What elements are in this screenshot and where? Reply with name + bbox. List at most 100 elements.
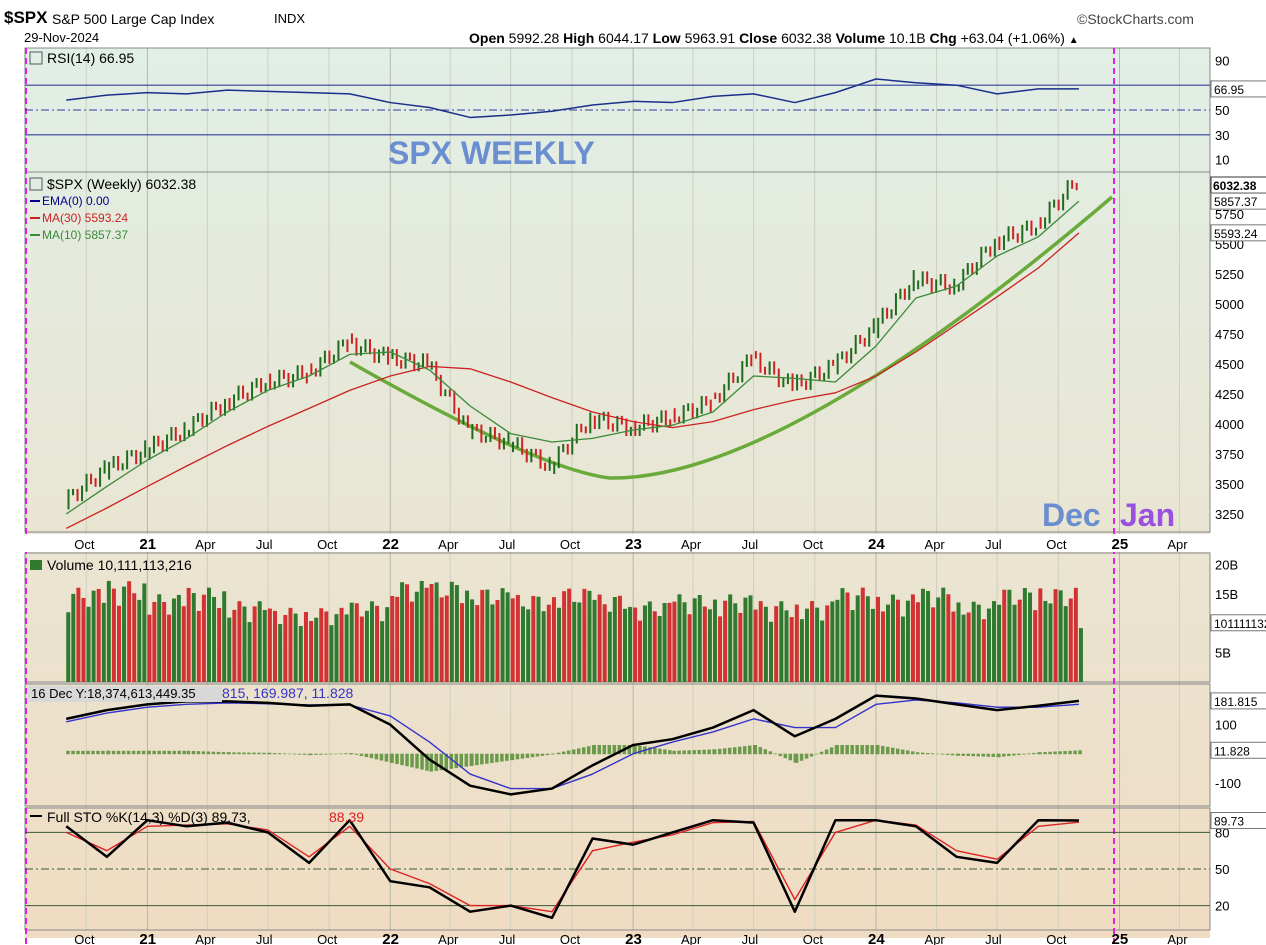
macd-histogram-bar	[186, 750, 191, 755]
volume-bar	[1022, 588, 1027, 682]
volume-bar	[763, 606, 768, 682]
volume-bar	[936, 597, 941, 682]
exchange: INDX	[274, 11, 306, 26]
volume-bar	[293, 613, 298, 682]
price-legend-icon	[29, 177, 43, 191]
stoch-value-label: 89.73	[1214, 815, 1244, 829]
volume-bar	[395, 596, 400, 682]
volume-bar	[147, 614, 152, 682]
volume-bar	[1043, 600, 1048, 682]
macd-histogram-bar	[1058, 751, 1062, 755]
x-axis-label: Oct	[317, 537, 338, 552]
macd-histogram-bar	[732, 747, 737, 755]
macd-histogram-bar	[814, 753, 819, 755]
volume-bar	[273, 610, 278, 682]
x-axis-label: Jul	[256, 537, 273, 552]
volume-bar	[247, 622, 252, 682]
macd-legend-tail: 815, 169.987, 11.828	[222, 685, 354, 701]
macd-histogram-bar	[1063, 751, 1067, 755]
ma30-line	[65, 232, 1080, 529]
volume-bar	[232, 609, 237, 682]
volume-bar	[86, 606, 91, 682]
rsi-tick-label: 90	[1215, 53, 1229, 68]
symbol: $SPX	[4, 8, 48, 27]
macd-histogram-bar	[895, 748, 900, 755]
macd-histogram-bar	[116, 750, 121, 755]
macd-histogram-bar	[267, 752, 272, 755]
x-axis-label: 23	[625, 536, 642, 553]
volume-bar	[1017, 599, 1022, 682]
volume-bar	[480, 589, 485, 682]
macd-histogram-bar	[935, 753, 940, 755]
macd-histogram-bar	[824, 749, 829, 755]
volume-bar	[1033, 610, 1038, 682]
panel-frame-volume	[24, 552, 1211, 683]
plot-background	[25, 48, 1210, 938]
macd-histogram-bar	[747, 745, 752, 755]
volume-bar	[212, 596, 217, 682]
volume-bar	[915, 602, 920, 682]
macd-histogram-bar	[870, 745, 874, 755]
price-tick-label: 4750	[1215, 327, 1244, 342]
macd-histogram-bar	[986, 753, 990, 757]
macd-histogram-bar	[364, 753, 369, 758]
volume-value-label: 10111113216	[1214, 617, 1266, 631]
macd-histogram-bar	[592, 745, 597, 755]
volume-bar	[81, 597, 86, 682]
macd-histogram-bar	[597, 745, 602, 755]
x-axis-label: Jul	[499, 537, 516, 552]
macd-histogram-bar	[712, 749, 717, 755]
volume-bar	[167, 614, 172, 682]
macd-histogram-bar	[196, 751, 201, 755]
volume-bar	[1028, 592, 1033, 682]
macd-histogram-bar	[206, 751, 211, 755]
volume-bar	[414, 591, 419, 682]
volume-bar	[587, 590, 592, 682]
macd-histogram-bar	[131, 750, 136, 755]
macd-histogram-bar	[920, 752, 925, 755]
volume-bar	[769, 621, 774, 682]
macd-histogram-bar	[865, 745, 869, 755]
ma10-value-label-box	[1210, 192, 1266, 210]
macd-histogram-bar	[804, 753, 809, 759]
volume-bar	[652, 611, 657, 682]
macd-histogram-bar	[354, 753, 359, 755]
macd-histogram-bar	[520, 753, 525, 759]
volume-bar	[567, 588, 572, 682]
volume-bar	[628, 606, 633, 682]
macd-histogram-bar	[277, 753, 282, 755]
macd-histogram-bar	[576, 748, 581, 755]
volume-bar	[692, 598, 697, 682]
rsi-tick-label: 30	[1215, 128, 1229, 143]
rsi-line	[66, 78, 1079, 119]
macd-histogram-bar	[763, 749, 768, 755]
x-axis-label-bottom: 23	[625, 931, 642, 945]
open-value: 5992.28	[508, 30, 560, 46]
macd-histogram-bar	[314, 753, 318, 755]
macd-histogram-bar	[581, 747, 586, 755]
ma10-value-label: 5857.37	[1214, 195, 1258, 209]
volume-bar	[890, 594, 895, 682]
volume-bar	[475, 605, 480, 682]
macd-histogram-bar	[444, 753, 449, 770]
macd-histogram-bar	[157, 750, 161, 755]
volume-bar	[400, 582, 405, 682]
macd-hist-value-label-box	[1210, 741, 1266, 759]
volume-bar	[557, 607, 562, 682]
volume-bar	[500, 588, 505, 682]
volume-bar	[1038, 588, 1043, 682]
volume-bar	[1058, 590, 1063, 682]
price-tick-label: 4250	[1215, 387, 1244, 402]
volume-bar	[409, 601, 414, 682]
x-axis-label-bottom: Apr	[925, 932, 946, 945]
price-tick-label: 3250	[1215, 507, 1244, 522]
macd-histogram-bar	[439, 753, 444, 771]
macd-hist-value-label: 11.828	[1214, 744, 1250, 758]
volume-bar	[288, 607, 293, 682]
volume-bar	[505, 592, 510, 682]
macd-histogram-bar	[956, 753, 960, 756]
volume-bar	[815, 607, 820, 682]
macd-histogram-bar	[945, 753, 950, 755]
price-tick-label: 5000	[1215, 297, 1244, 312]
volume-bar	[91, 590, 96, 682]
